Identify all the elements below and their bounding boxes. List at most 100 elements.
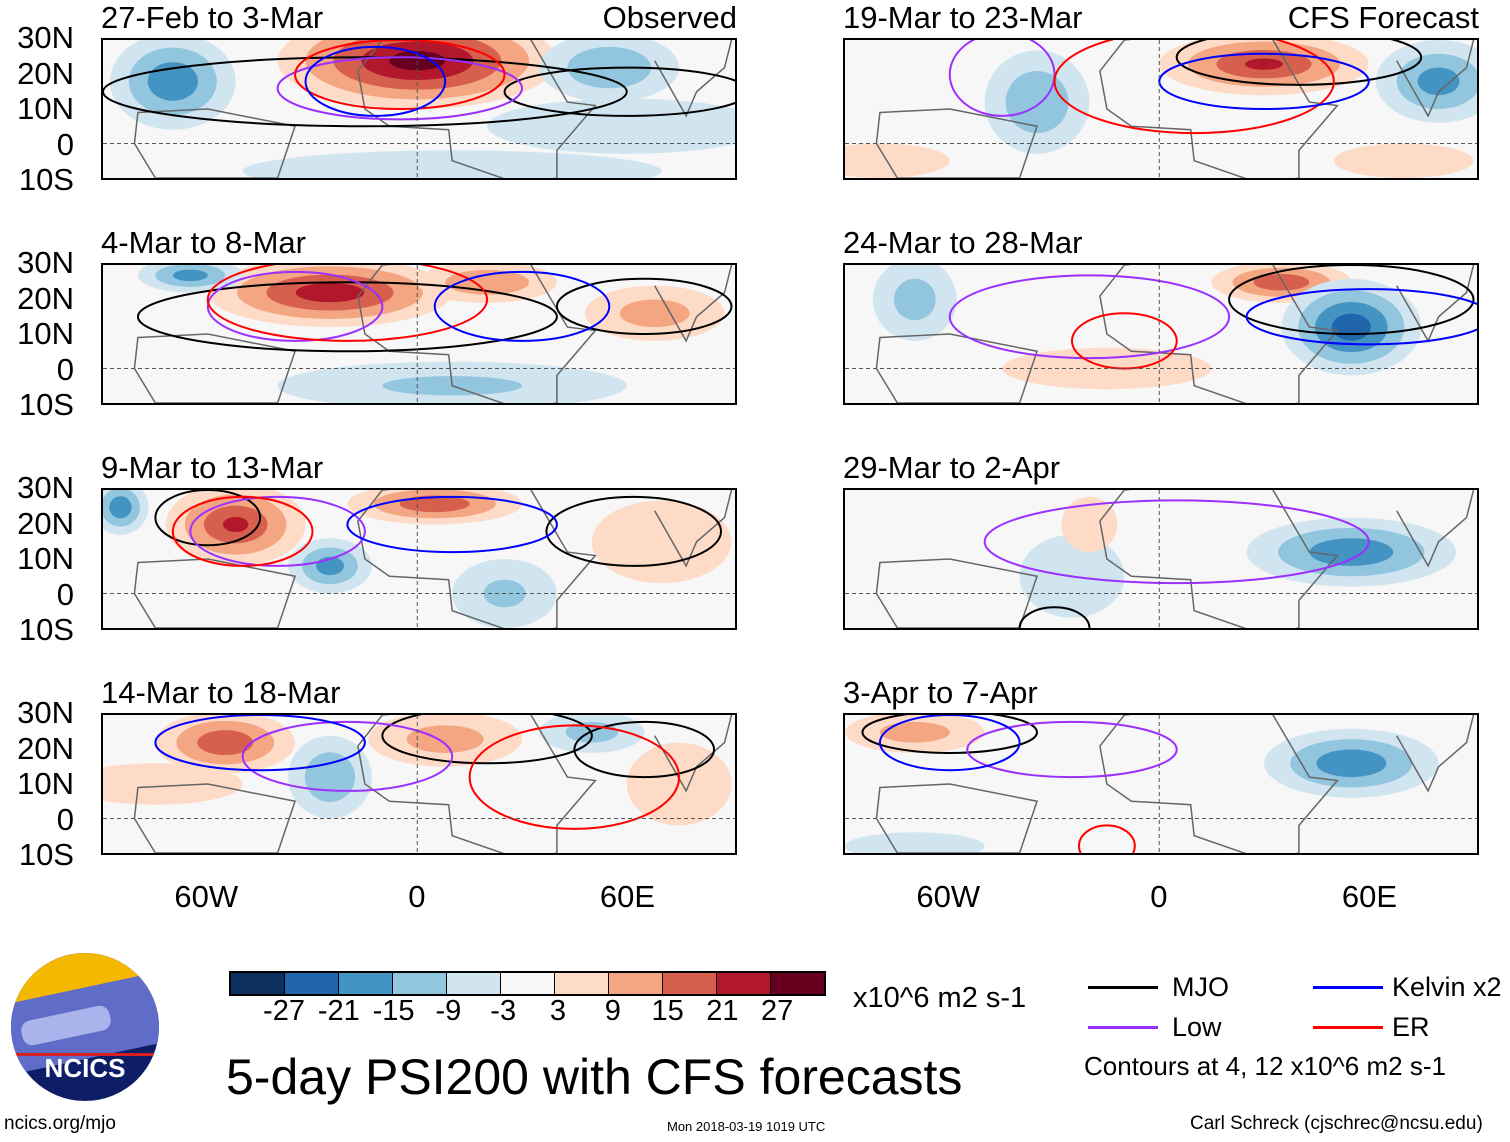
lat-label: 30N	[17, 695, 74, 730]
low-contour	[985, 500, 1369, 583]
anomaly-shade	[879, 721, 950, 743]
continent-outline	[1397, 490, 1474, 566]
lon-label: 0	[1150, 879, 1168, 914]
lat-label: 10S	[18, 387, 74, 422]
lat-label: 0	[56, 801, 74, 837]
anomaly-blob	[1264, 728, 1439, 798]
anomaly-shade	[1005, 71, 1069, 134]
lat-label: 30N	[17, 20, 74, 55]
continent-outline	[876, 559, 1037, 628]
colorbar-swatch	[447, 973, 501, 994]
mjo-contour	[382, 715, 592, 763]
continent-outline	[655, 40, 732, 116]
anomaly-shade	[1316, 749, 1387, 778]
lat-label: 10S	[18, 837, 74, 872]
lat-label: 10N	[17, 91, 74, 126]
map-panel	[843, 38, 1479, 180]
anomaly-blob	[872, 265, 957, 341]
anomaly-shade	[109, 496, 132, 519]
colorbar-swatch	[771, 973, 824, 994]
lon-label: 60E	[1341, 879, 1398, 914]
kelvin-contour	[1247, 289, 1477, 344]
map-plot	[103, 40, 735, 178]
colorbar	[229, 971, 826, 996]
anomaly-shade	[406, 725, 484, 753]
er-legend-label: ER	[1392, 1012, 1430, 1042]
colorbar-swatch	[339, 973, 393, 994]
map-plot	[103, 490, 735, 628]
colorbar-tick-label: -3	[490, 995, 517, 1027]
mjo-contour	[505, 68, 735, 116]
anomaly-blob	[288, 538, 372, 594]
footer-url: ncics.org/mjo	[4, 1113, 116, 1134]
colorbar-tick-label: -27	[263, 995, 305, 1027]
anomaly-shade	[1309, 538, 1394, 566]
anomaly-shade	[304, 752, 356, 802]
lat-label: 20N	[17, 280, 74, 316]
colorbar-tick-label: 15	[651, 995, 684, 1027]
forecast-label: CFS Forecast	[1287, 0, 1479, 35]
continent-outline	[1100, 490, 1337, 628]
low-contour	[967, 722, 1177, 777]
low-legend-label: Low	[1172, 1012, 1222, 1042]
anomaly-blob	[103, 490, 149, 535]
low-contour	[278, 57, 522, 119]
continent-outline	[134, 559, 295, 628]
map-panel	[843, 488, 1479, 630]
anomaly-shade	[1253, 273, 1310, 291]
map-plot	[845, 265, 1477, 403]
continent-outline	[1397, 265, 1474, 341]
contour-note: Contours at 4, 12 x10^6 m2 s-1	[1084, 1051, 1446, 1081]
anomaly-blob	[845, 143, 950, 178]
colorbar-tick-label: 3	[549, 995, 567, 1027]
mjo-contour	[1020, 607, 1090, 628]
colorbar-tick-label: -9	[435, 995, 462, 1027]
anomaly-shade	[222, 516, 249, 533]
colorbar-tick-label: -15	[372, 995, 415, 1027]
kelvin-contour	[155, 715, 365, 770]
colorbar-swatch	[609, 973, 663, 994]
anomaly-shade	[1333, 143, 1474, 178]
lon-label: 60W	[916, 879, 981, 914]
anomaly-blob	[155, 715, 296, 774]
er-contour	[1079, 825, 1135, 853]
low-contour	[950, 275, 1229, 358]
lat-label: 30N	[17, 470, 74, 505]
mjo-legend-line	[1088, 986, 1158, 989]
anomaly-shade	[103, 763, 243, 805]
anomaly-shade	[845, 143, 950, 178]
lat-label: 0	[56, 351, 74, 387]
colorbar-tick-label: -21	[317, 995, 360, 1027]
anomaly-blob	[207, 265, 453, 328]
kelvin-contour	[880, 715, 1020, 770]
lat-label: 0	[56, 126, 74, 162]
continent-outline	[655, 490, 732, 566]
panel-title: 19-Mar to 23-Mar	[843, 0, 1083, 35]
anomaly-shade	[591, 500, 732, 584]
lat-label: 10N	[17, 766, 74, 801]
mjo-contour	[557, 279, 732, 334]
colorbar-swatch	[501, 973, 555, 994]
mjo-contour	[862, 715, 1037, 753]
map-panel	[843, 263, 1479, 405]
low-legend-line	[1088, 1026, 1158, 1029]
anomaly-shade	[1417, 67, 1460, 96]
continent-outline	[358, 265, 595, 403]
map-panel	[101, 263, 737, 405]
observed-label: Observed	[602, 0, 737, 35]
continent-outline	[1100, 40, 1337, 178]
map-panel	[101, 38, 737, 180]
anomaly-blob	[845, 715, 985, 753]
colorbar-swatch	[393, 973, 447, 994]
anomaly-shade	[1244, 58, 1284, 70]
panel-title: 29-Mar to 2-Apr	[843, 450, 1061, 485]
lat-label: 10S	[18, 612, 74, 647]
panel-title: 4-Mar to 8-Mar	[101, 225, 306, 260]
mjo-contour	[155, 490, 260, 545]
lat-label: 30N	[17, 245, 74, 280]
continent-outline	[1397, 40, 1474, 116]
panel-title: 24-Mar to 28-Mar	[843, 225, 1083, 260]
er-contour	[208, 265, 487, 341]
low-contour	[190, 497, 365, 566]
